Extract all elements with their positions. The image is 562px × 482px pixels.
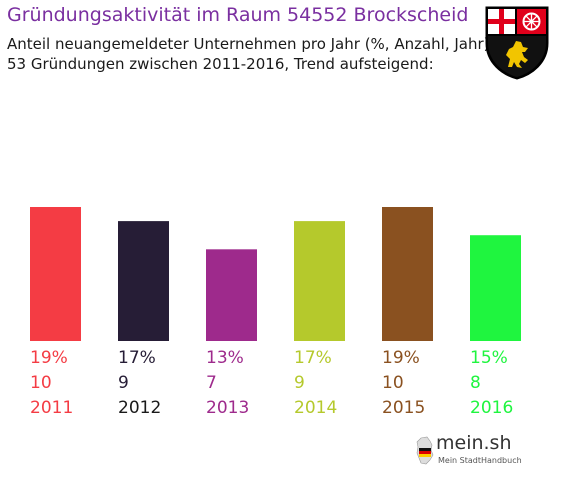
logo-tagline: Mein StadtHandbuch <box>438 456 522 465</box>
year-label-2016: 2016 <box>470 398 514 418</box>
percent-label-2014: 17% <box>294 348 332 368</box>
chart-subtitle-line1: Anteil neuangemeldeter Unternehmen pro J… <box>7 35 490 53</box>
chart-title: Gründungsaktivität im Raum 54552 Brocksc… <box>7 4 469 26</box>
bar-2015 <box>382 207 433 341</box>
count-label-2016: 8 <box>470 373 481 393</box>
percent-label-2015: 19% <box>382 348 420 368</box>
count-label-2015: 10 <box>382 373 404 393</box>
bar-2014 <box>294 221 345 341</box>
brand-logo: mein.sh Mein StadtHandbuch <box>414 432 524 472</box>
count-label-2014: 9 <box>294 373 305 393</box>
logo-name: mein.sh <box>436 432 512 454</box>
bar-2016 <box>470 235 521 341</box>
percent-label-2011: 19% <box>30 348 68 368</box>
year-label-2014: 2014 <box>294 398 338 418</box>
year-label-2011: 2011 <box>30 398 74 418</box>
germany-map-icon <box>416 436 434 465</box>
percent-label-2012: 17% <box>118 348 156 368</box>
count-label-2011: 10 <box>30 373 52 393</box>
count-label-2013: 7 <box>206 373 217 393</box>
coat-of-arms-icon <box>485 6 549 80</box>
year-label-2015: 2015 <box>382 398 426 418</box>
chart-subtitle-line2: 53 Gründungen zwischen 2011-2016, Trend … <box>7 55 434 73</box>
bar-2013 <box>206 249 257 341</box>
year-label-2012: 2012 <box>118 398 162 418</box>
percent-label-2016: 15% <box>470 348 508 368</box>
year-label-2013: 2013 <box>206 398 250 418</box>
bar-2011 <box>30 207 81 341</box>
percent-label-2013: 13% <box>206 348 244 368</box>
count-label-2012: 9 <box>118 373 129 393</box>
bar-2012 <box>118 221 169 341</box>
